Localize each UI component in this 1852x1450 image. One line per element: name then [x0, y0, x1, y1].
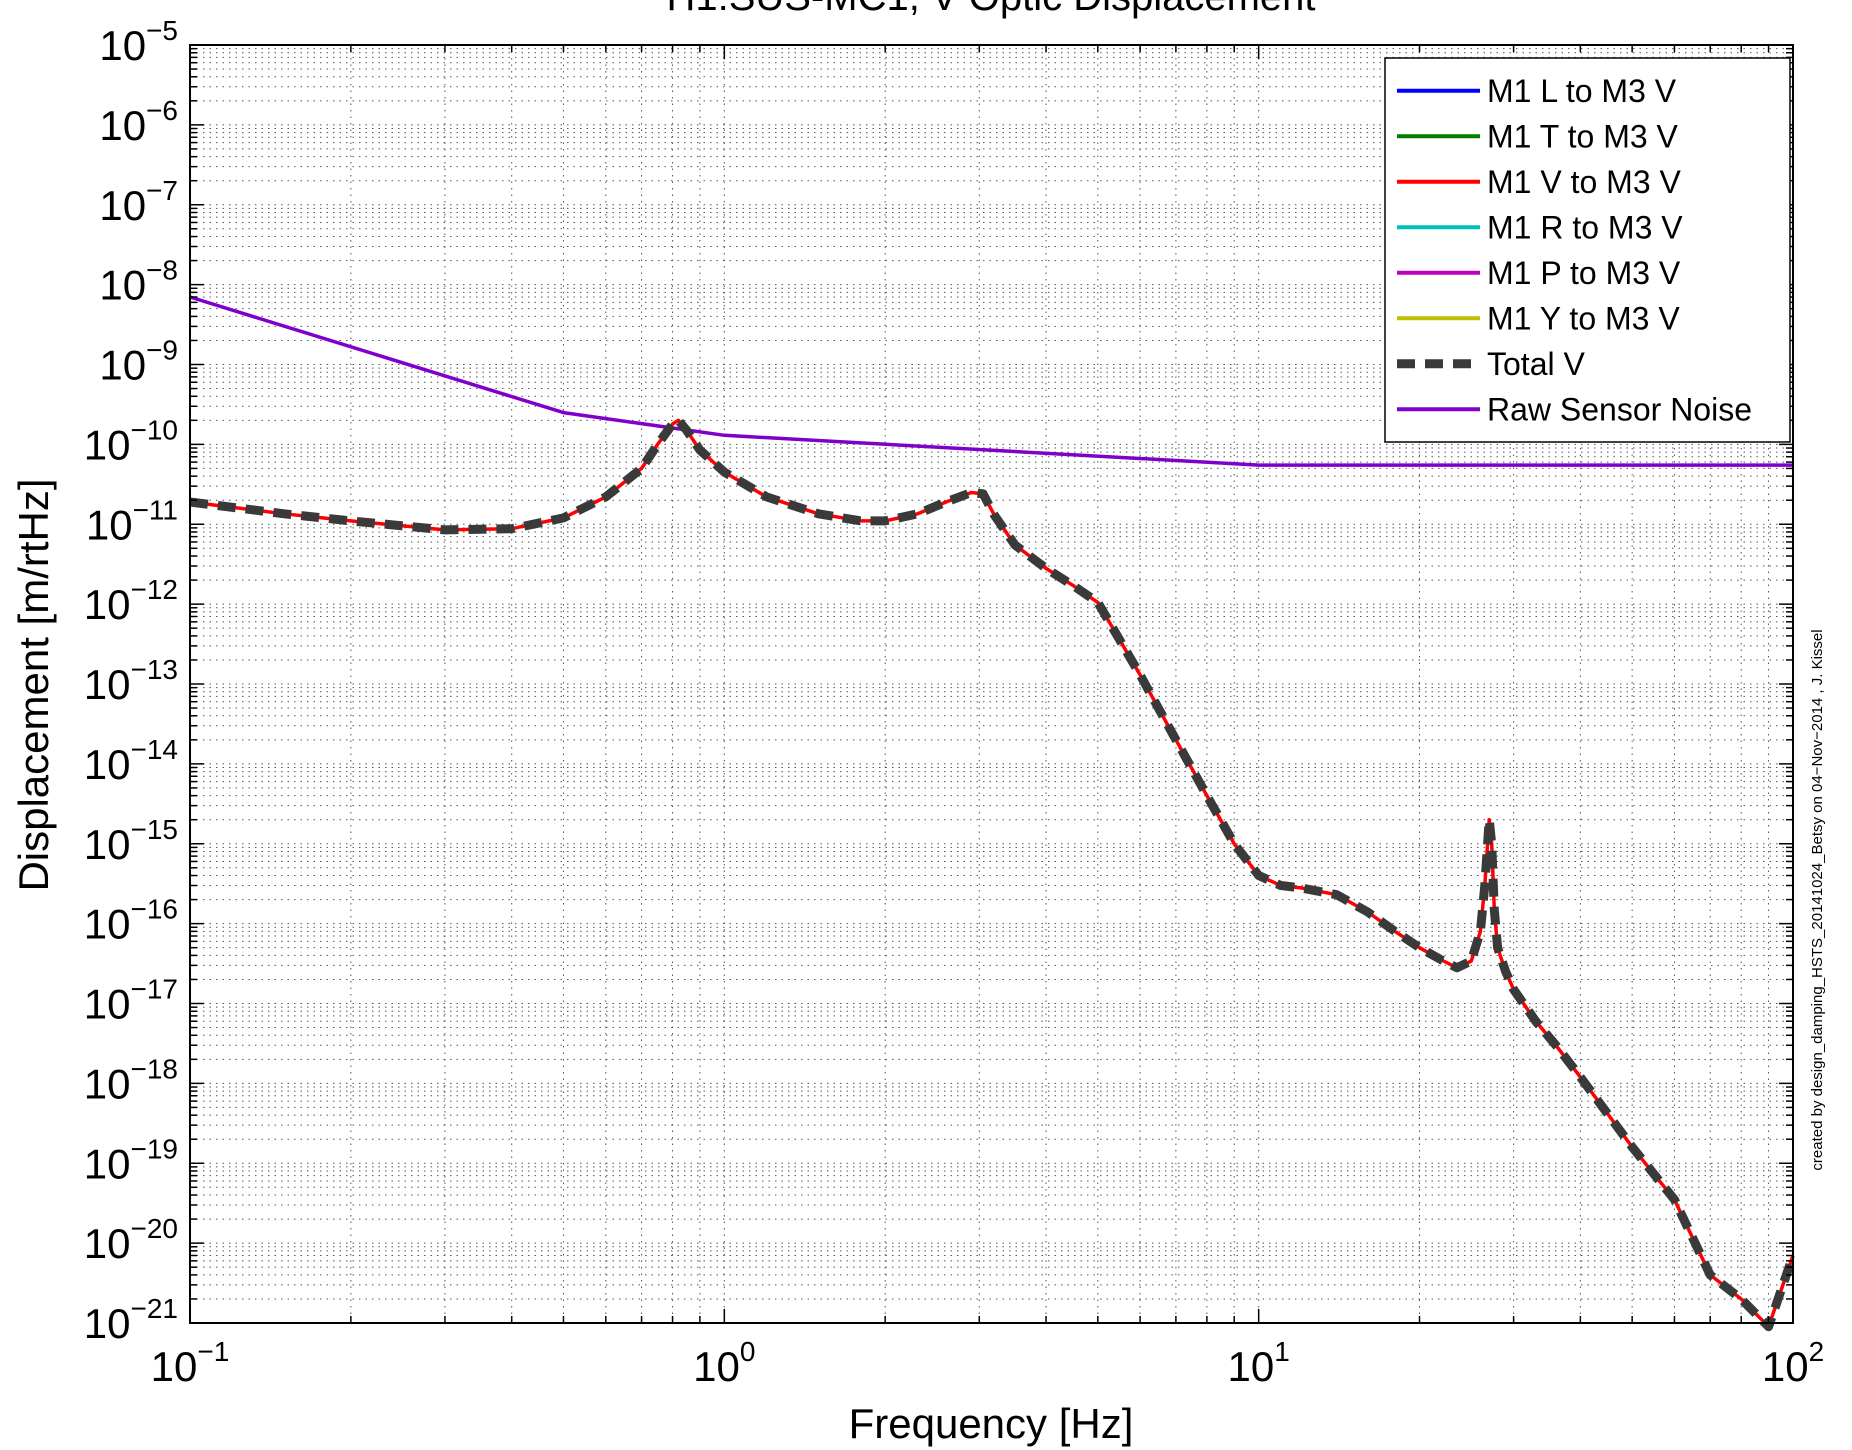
y-tick-label: 10−19 — [84, 1133, 178, 1187]
legend-label: M1 R to M3 V — [1487, 209, 1683, 245]
y-tick-label: 10−7 — [99, 175, 178, 229]
y-tick-label: 10−18 — [84, 1053, 178, 1107]
legend-label: M1 T to M3 V — [1487, 118, 1679, 154]
y-tick-label: 10−14 — [84, 734, 178, 788]
y-tick-label: 10−16 — [84, 894, 178, 948]
y-tick-label: 10−10 — [84, 414, 178, 468]
x-axis-label: Frequency [Hz] — [849, 1400, 1134, 1447]
y-tick-labels: 10−5 10−6 10−7 10−8 10−9 10−10 10−11 10−12 10−13… — [84, 15, 178, 1347]
series-lines — [189, 295, 1798, 1332]
y-tick-label: 10−21 — [84, 1293, 178, 1347]
x-tick-labels: 10−1 100 101 102 — [151, 1336, 1824, 1390]
legend-label: Raw Sensor Noise — [1487, 391, 1752, 427]
x-tick-label: 101 — [1228, 1336, 1290, 1390]
x-tick-label: 102 — [1762, 1336, 1824, 1390]
series-line-8 — [189, 295, 1793, 467]
y-tick-label: 10−9 — [99, 335, 178, 389]
y-tick-label: 10−11 — [86, 494, 178, 548]
credit-annotation: created by design_damping_HSTS_20141024_… — [1809, 629, 1826, 1170]
y-tick-label: 10−8 — [99, 255, 178, 309]
y-tick-label: 10−5 — [99, 15, 178, 69]
grid — [190, 45, 1793, 1323]
legend: M1 L to M3 V M1 T to M3 V M1 V to M3 V M1 R… — [1384, 57, 1791, 443]
x-tick-label: 100 — [693, 1336, 755, 1390]
y-tick-label: 10−15 — [84, 814, 178, 868]
legend-label: M1 L to M3 V — [1487, 73, 1677, 109]
x-tick-label: 10−1 — [151, 1336, 230, 1390]
y-tick-label: 10−20 — [84, 1213, 178, 1267]
series-line-7 — [189, 415, 1798, 1332]
y-tick-label: 10−6 — [99, 95, 178, 149]
legend-label: M1 Y to M3 V — [1487, 300, 1680, 336]
y-tick-label: 10−17 — [84, 974, 178, 1028]
legend-label: Total V — [1487, 346, 1585, 382]
y-tick-label: 10−12 — [84, 574, 178, 628]
tick-marks — [189, 44, 1794, 1324]
chart-title: H1:SUS-MC1, V Optic Displacement — [666, 0, 1315, 19]
legend-label: M1 V to M3 V — [1487, 164, 1682, 200]
y-axis-label: Displacement [m/rtHz] — [10, 478, 57, 891]
y-tick-label: 10−13 — [84, 654, 178, 708]
series-line-3 — [189, 418, 1795, 1329]
legend-box — [1384, 57, 1791, 443]
legend-label: M1 P to M3 V — [1487, 255, 1681, 291]
